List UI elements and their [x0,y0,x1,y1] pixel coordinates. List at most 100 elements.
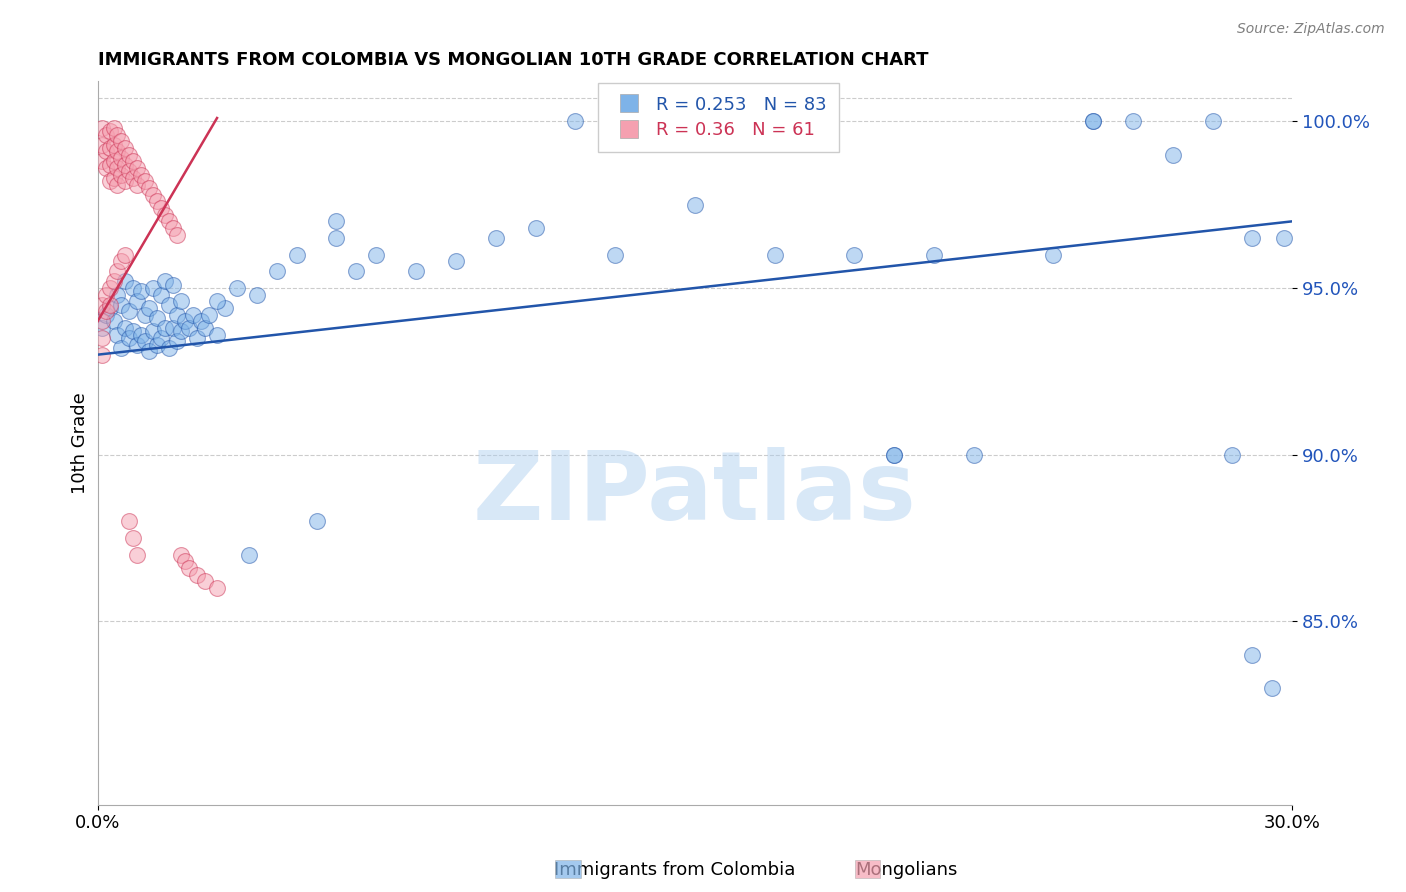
Point [150,331,173,345]
Point [94,128,117,142]
Point [110,151,132,165]
Point [205,327,228,342]
Point [170,548,193,562]
Point [107,287,129,301]
Point [98,281,121,295]
Point [564,114,586,128]
Point [883,448,905,462]
Point [90,348,112,362]
Point [524,221,547,235]
Point [114,321,136,335]
Point [1261,681,1284,695]
Point [142,324,165,338]
Point [344,264,367,278]
Point [98,141,121,155]
Point [118,164,141,178]
Text: Mongolians: Mongolians [856,861,957,879]
Point [127,294,149,309]
Point [107,128,129,142]
Point [90,298,112,312]
Point [107,161,129,175]
Point [107,178,129,192]
Point [114,248,136,262]
Point [127,337,149,351]
Point [103,137,125,152]
Point [285,248,308,262]
Point [146,311,169,326]
Point [94,304,117,318]
Point [98,158,121,172]
Point [166,308,188,322]
Point [114,174,136,188]
Point [683,197,706,211]
Point [194,321,217,335]
Point [142,281,165,295]
Point [94,287,117,301]
Text: IMMIGRANTS FROM COLOMBIA VS MONGOLIAN 10TH GRADE CORRELATION CHART: IMMIGRANTS FROM COLOMBIA VS MONGOLIAN 10… [97,51,928,69]
Point [127,548,149,562]
Point [1272,231,1295,245]
Point [485,231,508,245]
Point [155,208,177,222]
Point [138,344,160,359]
Point [110,134,132,148]
Point [110,341,132,355]
Point [118,304,141,318]
Point [107,145,129,159]
Point [103,121,125,136]
Point [1081,114,1104,128]
Point [166,227,188,242]
Point [157,214,180,228]
Point [94,161,117,175]
Point [90,321,112,335]
Point [103,171,125,186]
Point [162,277,184,292]
Point [366,248,388,262]
Point [103,154,125,169]
Point [1122,114,1144,128]
Point [157,298,180,312]
Point [114,141,136,155]
Point [1241,648,1264,662]
Point [198,308,221,322]
Point [114,274,136,288]
Point [90,137,112,152]
Point [305,514,328,528]
Point [246,287,269,301]
Point [803,114,825,128]
Point [103,314,125,328]
Point [150,287,173,301]
Point [157,341,180,355]
Point [122,171,145,186]
Legend: R = 0.253   N = 83, R = 0.36   N = 61: R = 0.253 N = 83, R = 0.36 N = 61 [598,83,839,152]
Point [922,248,945,262]
Text: ZIPatlas: ZIPatlas [472,447,917,541]
Point [170,324,193,338]
Point [138,181,160,195]
Point [98,301,121,315]
Text: Immigrants from Colombia: Immigrants from Colombia [554,861,796,879]
Point [122,154,145,169]
Point [146,337,169,351]
Point [98,298,121,312]
Point [90,121,112,136]
Point [138,301,160,315]
Point [186,567,208,582]
Text: Source: ZipAtlas.com: Source: ZipAtlas.com [1237,22,1385,37]
Point [1042,248,1064,262]
Point [170,294,193,309]
Point [110,254,132,268]
Point [1161,147,1184,161]
Point [118,514,141,528]
Point [325,214,347,228]
Point [127,178,149,192]
Point [98,174,121,188]
Point [150,201,173,215]
Point [266,264,288,278]
Point [844,248,866,262]
Point [134,334,156,349]
Point [205,294,228,309]
Y-axis label: 10th Grade: 10th Grade [72,392,89,494]
Point [174,554,197,568]
Point [179,561,201,575]
